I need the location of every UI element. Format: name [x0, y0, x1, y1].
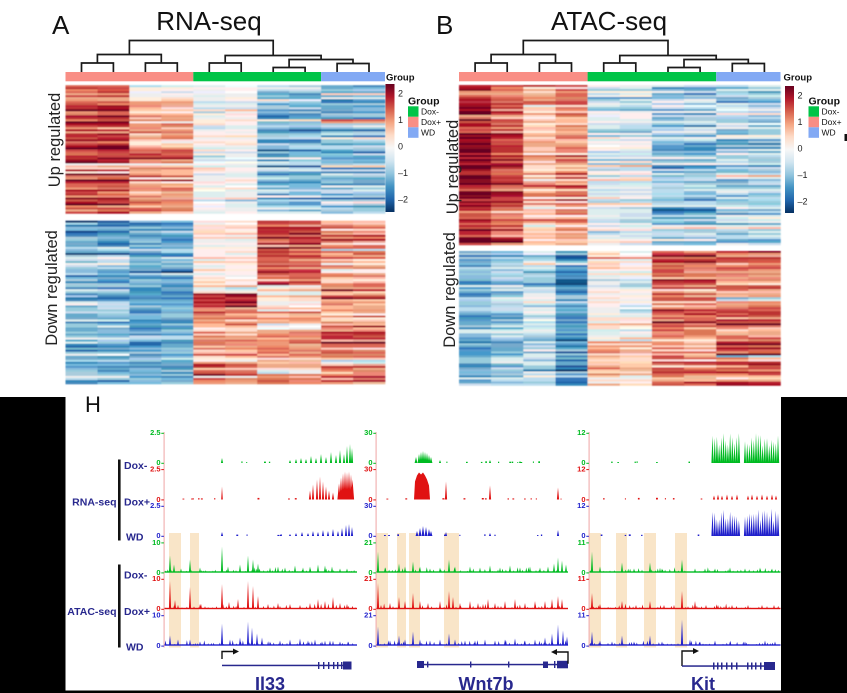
svg-text:10: 10 [152, 574, 160, 583]
svg-text:ATAC-seq: ATAC-seq [67, 606, 116, 618]
svg-text:A: A [52, 10, 70, 40]
svg-text:0: 0 [156, 641, 160, 650]
svg-text:0: 0 [581, 568, 585, 577]
svg-text:0: 0 [368, 604, 372, 613]
svg-text:Dox-: Dox- [124, 460, 148, 472]
svg-text:–2: –2 [398, 195, 408, 205]
svg-text:Dox+: Dox+ [124, 606, 150, 618]
svg-text:0: 0 [156, 495, 160, 504]
svg-text:Group: Group [809, 96, 841, 108]
svg-text:B: B [436, 10, 453, 40]
svg-text:Il33: Il33 [255, 674, 285, 693]
svg-text:0: 0 [581, 604, 585, 613]
svg-text:Group: Group [408, 96, 440, 108]
svg-text:Dox-: Dox- [822, 107, 840, 117]
svg-text:Up regulated: Up regulated [444, 120, 462, 214]
svg-text:Group: Group [386, 73, 415, 84]
svg-text:0: 0 [368, 458, 372, 467]
svg-text:ATAC-seq: ATAC-seq [551, 6, 667, 36]
svg-text:0: 0 [156, 604, 160, 613]
svg-text:Down regulated: Down regulated [441, 232, 459, 348]
svg-text:0: 0 [156, 458, 160, 467]
svg-text:11: 11 [578, 611, 586, 620]
svg-text:11: 11 [578, 574, 586, 583]
svg-text:Dox-: Dox- [421, 107, 439, 117]
svg-text:1: 1 [798, 117, 803, 127]
svg-text:RNA-seq: RNA-seq [156, 6, 261, 36]
svg-text:0: 0 [368, 641, 372, 650]
svg-text:10: 10 [152, 611, 160, 620]
svg-text:12: 12 [577, 465, 585, 474]
svg-text:0: 0 [368, 531, 372, 540]
svg-text:0: 0 [581, 495, 585, 504]
svg-text:0: 0 [368, 495, 372, 504]
svg-text:12: 12 [577, 501, 585, 510]
svg-text:11: 11 [578, 538, 586, 547]
svg-text:WD: WD [126, 642, 144, 654]
svg-text:0: 0 [156, 531, 160, 540]
svg-text:0: 0 [398, 142, 403, 152]
svg-text:H: H [85, 392, 101, 417]
svg-text:–1: –1 [798, 170, 808, 180]
svg-text:Dox-: Dox- [124, 570, 148, 582]
svg-text:0: 0 [581, 531, 585, 540]
svg-text:2: 2 [798, 91, 803, 101]
svg-text:0: 0 [581, 458, 585, 467]
svg-text:30: 30 [364, 501, 372, 510]
svg-text:1: 1 [398, 115, 403, 125]
svg-text:–2: –2 [798, 197, 808, 207]
svg-text:2.5: 2.5 [150, 501, 160, 510]
svg-text:10: 10 [152, 538, 160, 547]
svg-text:2.5: 2.5 [150, 428, 160, 437]
svg-text:WD: WD [126, 532, 144, 544]
svg-text:21: 21 [364, 538, 372, 547]
svg-text:21: 21 [364, 574, 372, 583]
svg-text:0: 0 [798, 144, 803, 154]
svg-text:–1: –1 [398, 168, 408, 178]
svg-text:WD: WD [421, 128, 435, 138]
svg-text:Up regulated: Up regulated [46, 93, 64, 187]
svg-text:2: 2 [398, 89, 403, 99]
svg-text:Dox+: Dox+ [421, 117, 441, 127]
svg-text:RNA-seq: RNA-seq [72, 497, 116, 509]
svg-text:0: 0 [581, 641, 585, 650]
svg-text:Dox+: Dox+ [124, 497, 150, 509]
svg-text:30: 30 [364, 465, 372, 474]
svg-text:Dox+: Dox+ [822, 117, 842, 127]
svg-text:0: 0 [368, 568, 372, 577]
svg-text:21: 21 [364, 611, 372, 620]
svg-text:Kit: Kit [691, 674, 715, 693]
svg-text:Wnt7b: Wnt7b [459, 674, 514, 693]
svg-text:0: 0 [156, 568, 160, 577]
svg-text:WD: WD [822, 128, 836, 138]
svg-text:Down regulated: Down regulated [43, 230, 61, 346]
svg-text:2.5: 2.5 [150, 465, 160, 474]
svg-text:12: 12 [577, 428, 585, 437]
svg-text:Group: Group [784, 73, 813, 84]
svg-text:30: 30 [364, 428, 372, 437]
